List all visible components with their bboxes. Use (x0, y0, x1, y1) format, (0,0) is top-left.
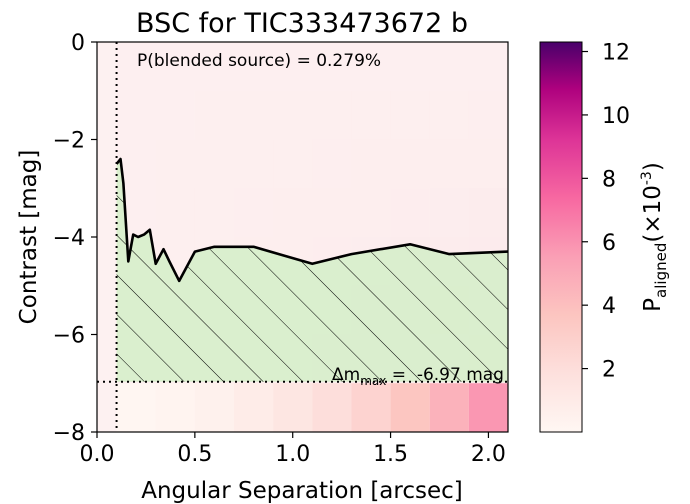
heatmap-cell (429, 383, 469, 432)
heatmap-cell (234, 140, 273, 189)
heatmap-cell (391, 140, 430, 189)
y-tick-label: −8 (53, 421, 85, 446)
heatmap-cell (156, 140, 195, 189)
x-tick-label: 0.0 (80, 442, 115, 467)
colorbar-axis: 2 4 6 8 10 12 (582, 41, 630, 383)
heatmap-cell (351, 188, 391, 237)
heatmap-cell (430, 91, 469, 140)
y-axis: 0 −2 −4 −6 −8 (53, 31, 97, 446)
heatmap-cell (273, 188, 312, 237)
heatmap-cell (195, 91, 234, 140)
heatmap-cell (156, 91, 195, 140)
heatmap-cell (429, 188, 469, 237)
x-tick-label: 1.0 (275, 442, 310, 467)
heatmap-cell (430, 42, 469, 91)
heatmap-cell (312, 140, 351, 189)
heatmap-cell (312, 91, 351, 140)
y-tick-label: −6 (53, 324, 85, 349)
heatmap-cell (351, 140, 390, 189)
heatmap-cell (195, 188, 234, 237)
heatmap-cell (273, 140, 312, 189)
heatmap-cell (430, 140, 469, 189)
colorbar-tick-label: 2 (602, 358, 616, 383)
x-tick-label: 1.5 (373, 442, 408, 467)
heatmap-cell (351, 91, 390, 140)
colorbar-tick-label: 12 (602, 41, 630, 66)
chart-title: BSC for TIC333473672 b (136, 8, 468, 39)
heatmap-cell (156, 188, 195, 237)
colorbar (539, 41, 583, 433)
heatmap-cell (234, 188, 273, 237)
heatmap-cell (468, 188, 508, 237)
contrast-curve-line (115, 157, 508, 283)
x-axis-label: Angular Separation [arcsec] (141, 478, 463, 504)
excluded-region-hatch (116, 159, 508, 382)
heatmap-cell (391, 91, 430, 140)
y-tick-label: 0 (71, 31, 85, 56)
heatmap-cell (195, 140, 234, 189)
colorbar-tick-label: 8 (602, 167, 616, 192)
heatmap-cell (116, 383, 156, 432)
x-tick-label: 0.5 (177, 442, 212, 467)
heatmap-cell (312, 383, 352, 432)
colorbar-tick-label: 10 (602, 104, 630, 129)
heatmap-cell (273, 383, 313, 432)
y-axis-label: Contrast [mag] (16, 150, 42, 325)
heatmap-cell (312, 188, 351, 237)
heatmap-cell (469, 91, 508, 140)
heatmap-cell (468, 383, 508, 432)
colorbar-label: Paligned(×10-3) (639, 162, 670, 312)
y-tick-label: −2 (53, 129, 85, 154)
heatmap-cell (468, 139, 508, 189)
heatmap-cell (234, 383, 274, 432)
x-tick-label: 2.0 (471, 442, 506, 467)
colorbar-tick-label: 6 (602, 231, 616, 256)
heatmap-cell (194, 383, 234, 432)
heatmap-cell (234, 91, 273, 140)
heatmap-cell (351, 383, 391, 432)
y-tick-label: −4 (53, 226, 85, 251)
colorbar-tick-label: 4 (602, 294, 616, 319)
heatmap-cell (390, 383, 430, 432)
x-axis: 0.0 0.5 1.0 1.5 2.0 (80, 432, 506, 467)
heatmap-bottom-row (116, 383, 508, 432)
delta-m-max-label: Δmmax = -6.97 mag (332, 365, 504, 388)
heatmap-cell (273, 91, 312, 140)
heatmap-cell (391, 42, 430, 91)
heatmap-cell (155, 383, 195, 432)
blend-probability-label: P(blended source) = 0.279% (137, 51, 381, 71)
heatmap-cell (469, 42, 508, 91)
heatmap-cell (390, 188, 430, 237)
heatmap-cell (117, 91, 156, 140)
